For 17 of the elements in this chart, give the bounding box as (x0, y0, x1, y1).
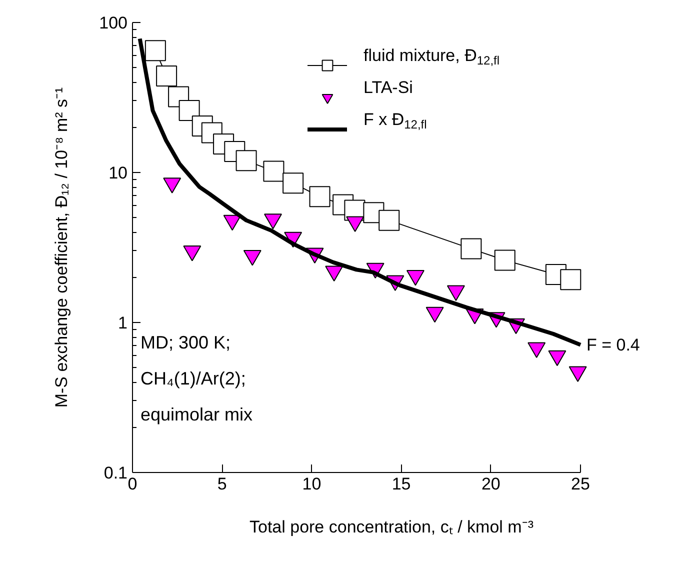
x-tick-label: 15 (392, 474, 411, 494)
annotation: CH₄(1)/Ar(2); (140, 368, 246, 388)
legend-label: LTA-Si (364, 78, 413, 97)
y-tick-label: 1 (118, 314, 128, 332)
x-tick-label: 10 (302, 474, 322, 494)
annotation: F = 0.4 (586, 335, 640, 354)
y-tick-label: 10 (108, 164, 128, 182)
y-axis-title: M-S exchange coefficient, Đ₁₂ / 10⁻⁸ m² s⁻¹ (52, 87, 72, 408)
x-tick-label: 5 (217, 474, 227, 494)
annotation: equimolar mix (140, 404, 253, 424)
x-tick-label: 25 (571, 474, 590, 494)
y-tick-label: 100 (99, 14, 128, 32)
x-tick-label: 20 (481, 474, 500, 494)
y-tick-label: 0.1 (104, 464, 128, 482)
x-axis-title: Total pore concentration, cₜ / kmol m⁻³ (250, 518, 534, 536)
annotation: MD; 300 K; (140, 332, 231, 352)
x-tick-label: 0 (128, 474, 138, 494)
